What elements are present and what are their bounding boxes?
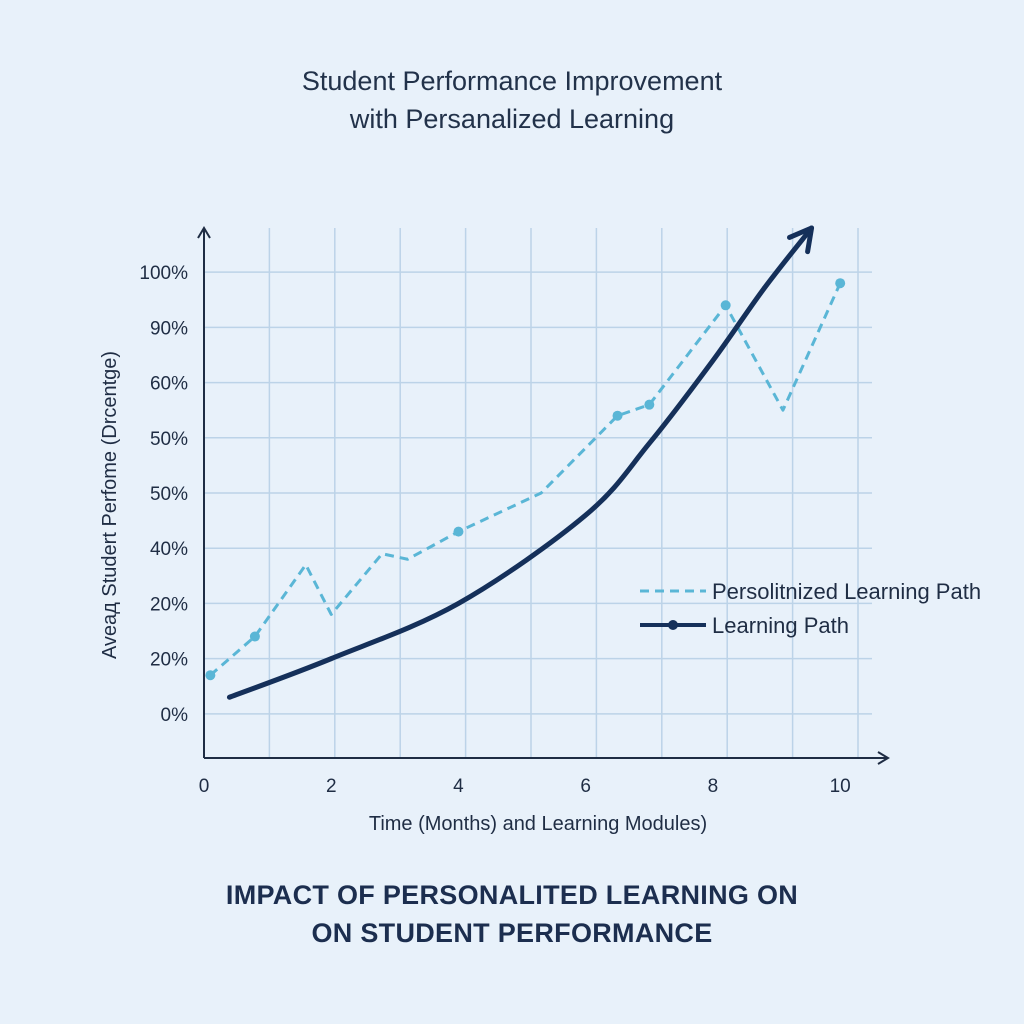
x-axis-label: Time (Months) and Learning Modules) (369, 813, 707, 835)
legend-marker-learning-path (668, 620, 678, 630)
x-tick-label: 10 (830, 776, 851, 797)
chart-title-line-2: with Persanalized Learning (349, 104, 675, 134)
legend-label-learning-path: Learning Path (712, 613, 849, 638)
y-tick-label: 90% (150, 318, 188, 339)
chart-title-line-1: Student Performance Improvement (301, 66, 723, 96)
series-group (205, 225, 846, 700)
y-axis-ticks: 0% 20% 20% 40% 50% 50% 60% 90% 100% (139, 263, 188, 726)
y-tick-label: 50% (150, 484, 188, 505)
personalized-data-point (612, 410, 623, 421)
x-axis-arrowhead (877, 751, 890, 765)
personalized-data-point (835, 278, 846, 289)
personalized-data-point (720, 300, 731, 311)
x-tick-label: 8 (708, 776, 719, 797)
x-tick-label: 2 (326, 776, 337, 797)
x-tick-label: 4 (453, 776, 464, 797)
y-tick-label: 100% (139, 263, 188, 284)
x-tick-label: 6 (580, 776, 591, 797)
legend: Persolitnized Learning Path Learning Path (640, 579, 981, 638)
chart-title: Student Performance Improvement with Per… (0, 62, 1024, 138)
personalized-data-point (249, 631, 260, 642)
legend-label-personalized: Persolitnized Learning Path (712, 579, 981, 604)
y-tick-label: 40% (150, 539, 188, 560)
x-axis-ticks: 0 2 4 6 8 10 (199, 776, 851, 797)
chart-caption-line-1: IMPACT OF PERSONALITED LEARNING ON (225, 880, 799, 910)
chart-caption-line-2: ON STUDENT PERFORMANCE (311, 918, 713, 948)
y-tick-label: 20% (150, 650, 188, 671)
y-axis-label: Aveaд Studert Perfome (Drcentge) (99, 351, 121, 659)
y-tick-label: 50% (150, 429, 188, 450)
learning-path-series-line (226, 225, 815, 700)
learning-path-arrowhead (787, 225, 815, 255)
axes (197, 226, 890, 765)
y-tick-label: 60% (150, 374, 188, 395)
personalized-data-point (453, 526, 464, 537)
y-axis-arrowhead (197, 226, 211, 239)
y-tick-label: 0% (161, 705, 189, 726)
personalized-data-point (644, 399, 655, 410)
personalized-data-point (205, 670, 216, 681)
y-tick-label: 20% (150, 594, 188, 615)
grid-lines (203, 228, 872, 758)
chart-caption: IMPACT OF PERSONALITED LEARNING ON ON ST… (0, 876, 1024, 952)
x-tick-label: 0 (199, 776, 210, 797)
